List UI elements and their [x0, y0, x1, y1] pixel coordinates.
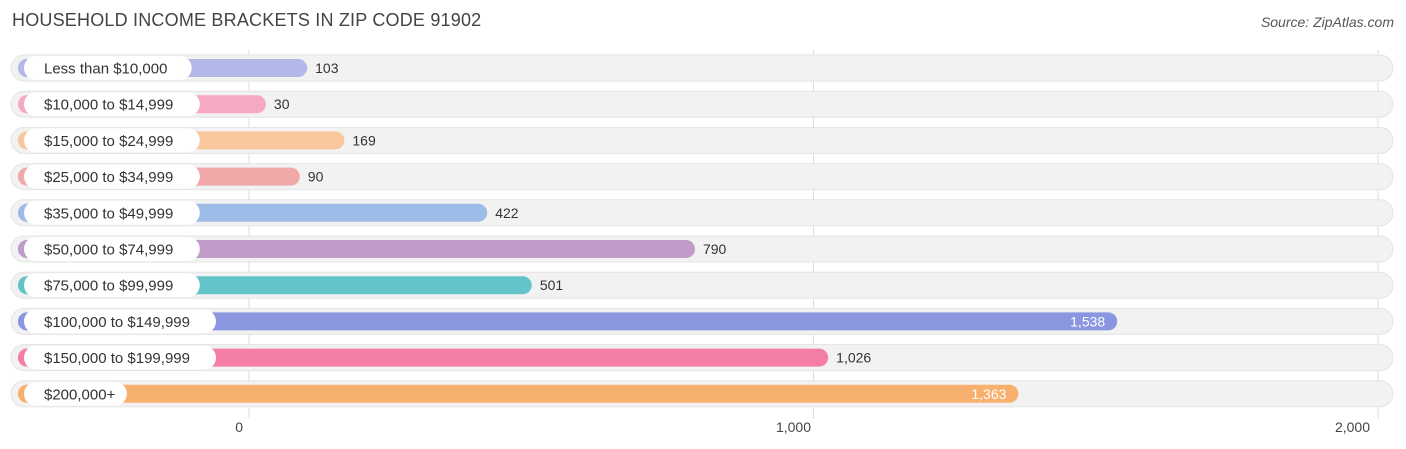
category-label-3: $25,000 to $34,999: [44, 169, 173, 186]
category-label-8: $150,000 to $199,999: [44, 350, 190, 367]
value-label-6: 501: [540, 277, 564, 293]
value-label-3: 90: [308, 169, 324, 185]
row-track-0: [10, 54, 1394, 82]
x-tick-label-1: 1,000: [776, 419, 811, 435]
value-label-7: 1,538: [1070, 313, 1105, 329]
value-label-2: 169: [352, 132, 376, 148]
category-label-6: $75,000 to $99,999: [44, 278, 173, 295]
category-label-1: $10,000 to $14,999: [44, 97, 173, 114]
value-label-4: 422: [495, 205, 519, 221]
value-label-8: 1,026: [836, 350, 871, 366]
value-label-9: 1,363: [971, 386, 1006, 402]
category-pill-5: [24, 237, 200, 261]
category-label-2: $15,000 to $24,999: [44, 133, 173, 150]
value-label-1: 30: [274, 96, 290, 112]
category-pill-1: [24, 92, 200, 117]
category-label-0: Less than $10,000: [44, 61, 167, 78]
category-pill-4: [24, 200, 200, 225]
source-credit: Source: ZipAtlas.com: [1260, 14, 1394, 30]
bar-9: [18, 384, 1019, 403]
category-label-7: $100,000 to $149,999: [44, 314, 190, 331]
category-pill-3: [24, 164, 200, 189]
category-pill-9: [24, 381, 127, 406]
x-tick-label-2: 2,000: [1335, 419, 1370, 435]
row-track-1: [10, 90, 1394, 118]
category-label-4: $35,000 to $49,999: [44, 205, 173, 222]
chart-title: HOUSEHOLD INCOME BRACKETS IN ZIP CODE 91…: [12, 10, 482, 30]
category-pill-6: [24, 273, 200, 298]
category-pill-7: [24, 309, 216, 334]
category-pill-0: [24, 56, 192, 80]
category-label-9: $200,000+: [44, 386, 116, 403]
category-pill-2: [24, 128, 200, 153]
value-label-0: 103: [315, 60, 339, 76]
row-track-2: [10, 126, 1394, 154]
row-track-3: [10, 163, 1394, 191]
bar-8: [18, 348, 829, 367]
x-tick-label-0: 0: [235, 419, 243, 435]
category-pill-8: [24, 345, 216, 370]
bar-7: [18, 312, 1118, 331]
category-label-5: $50,000 to $74,999: [44, 242, 173, 259]
value-label-5: 790: [703, 241, 727, 257]
